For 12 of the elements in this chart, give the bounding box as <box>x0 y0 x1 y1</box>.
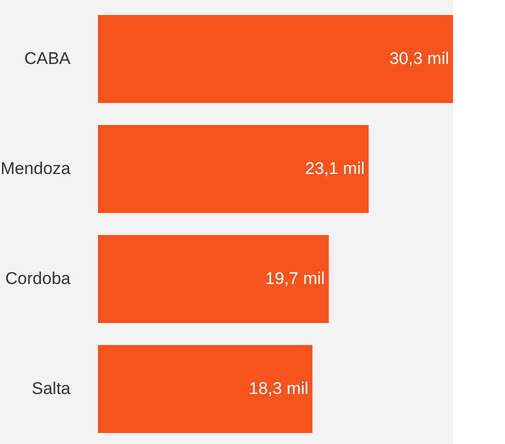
bar <box>98 235 329 323</box>
bar <box>98 15 453 103</box>
bar <box>98 345 312 433</box>
y-tick-label: Cordoba <box>5 269 72 288</box>
data-label: 23,1 mil <box>305 159 365 178</box>
data-label: 19,7 mil <box>265 269 325 288</box>
bar <box>98 125 369 213</box>
data-label: 30,3 mil <box>389 49 449 68</box>
y-tick-label: Mendoza <box>0 159 72 178</box>
data-label: 18,3 mil <box>248 379 308 398</box>
y-tick-label: CABA <box>24 49 72 68</box>
y-tick-label: Salta <box>32 379 72 398</box>
